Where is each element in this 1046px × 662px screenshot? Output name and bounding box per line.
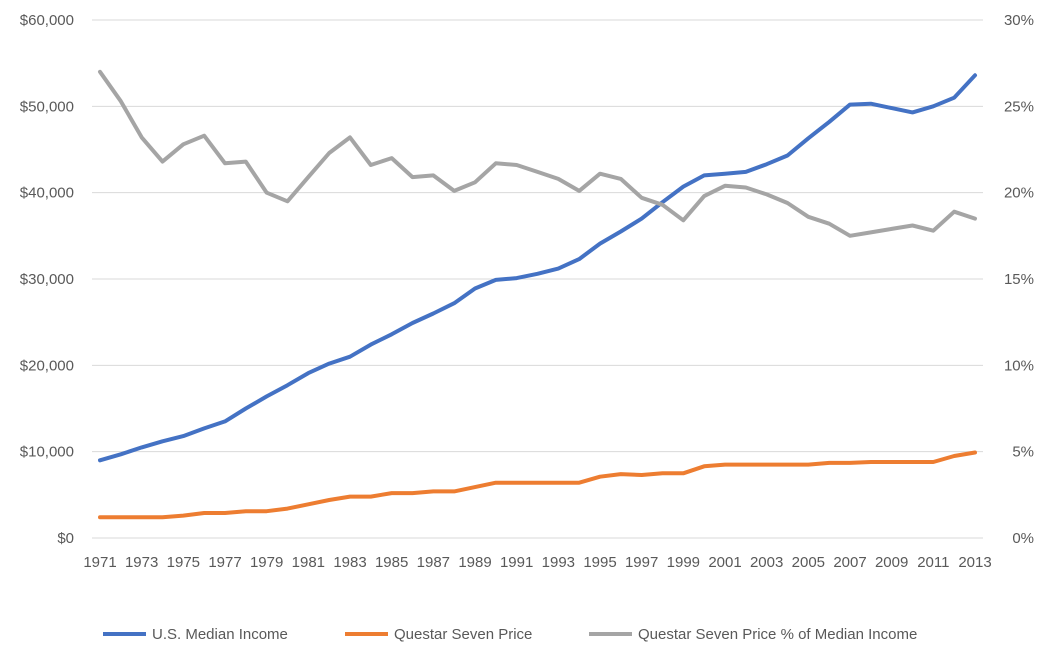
- legend-label: Questar Seven Price: [394, 626, 532, 643]
- y-left-tick-label: $40,000: [20, 185, 74, 202]
- x-tick-label: 1995: [583, 554, 616, 571]
- y-left-tick-label: $10,000: [20, 444, 74, 461]
- y-left-tick-label: $0: [57, 530, 74, 547]
- left-axis-tick-labels: $0 $10,000 $20,000 $30,000 $40,000 $50,000 $60…: [20, 12, 74, 547]
- x-tick-label: 1993: [542, 554, 575, 571]
- series-line-questar-seven-price: [98, 450, 977, 520]
- series-line-questar-seven-price-of-median-income: [98, 69, 977, 238]
- x-tick-label: 1991: [500, 554, 533, 571]
- x-tick-label: 1975: [167, 554, 200, 571]
- right-axis-tick-labels: 0% 5% 10% 15% 20% 25% 30%: [1004, 12, 1034, 547]
- x-tick-label: 1987: [417, 554, 450, 571]
- x-tick-label: 1997: [625, 554, 658, 571]
- x-tick-label: 2011: [917, 554, 949, 571]
- series-line-u-s-median-income: [98, 73, 977, 463]
- x-tick-label: 2009: [875, 554, 908, 571]
- gridlines: [92, 19, 983, 539]
- legend-label: U.S. Median Income: [152, 626, 288, 643]
- y-right-tick-label: 0%: [1012, 530, 1034, 547]
- x-tick-label: 1999: [667, 554, 700, 571]
- legend: U.S. Median Income Questar Seven Price Que…: [103, 626, 917, 643]
- y-right-tick-label: 5%: [1012, 444, 1034, 461]
- x-axis-tick-labels: 1971 1973 1975 1977 1979 1981 1983 1985 1987 1989…: [83, 554, 991, 571]
- y-right-tick-label: 30%: [1004, 12, 1034, 29]
- y-right-tick-label: 25%: [1004, 98, 1034, 115]
- y-left-tick-label: $50,000: [20, 98, 74, 115]
- x-tick-label: 1981: [292, 554, 325, 571]
- x-tick-label: 1979: [250, 554, 283, 571]
- y-left-tick-label: $60,000: [20, 12, 74, 29]
- series-lines: [98, 69, 977, 520]
- y-left-tick-label: $30,000: [20, 271, 74, 288]
- x-tick-label: 1971: [83, 554, 116, 571]
- x-tick-label: 2005: [792, 554, 825, 571]
- legend-label: Questar Seven Price % of Median Income: [638, 626, 917, 643]
- x-tick-label: 2007: [833, 554, 866, 571]
- x-tick-label: 1983: [333, 554, 366, 571]
- x-tick-label: 1973: [125, 554, 158, 571]
- x-tick-label: 1989: [458, 554, 491, 571]
- y-right-tick-label: 15%: [1004, 271, 1034, 288]
- x-tick-label: 2003: [750, 554, 783, 571]
- y-left-tick-label: $20,000: [20, 357, 74, 374]
- x-tick-label: 1977: [208, 554, 241, 571]
- y-right-tick-label: 10%: [1004, 357, 1034, 374]
- x-tick-label: 2013: [958, 554, 991, 571]
- y-right-tick-label: 20%: [1004, 185, 1034, 202]
- x-tick-label: 1985: [375, 554, 408, 571]
- x-tick-label: 2001: [708, 554, 741, 571]
